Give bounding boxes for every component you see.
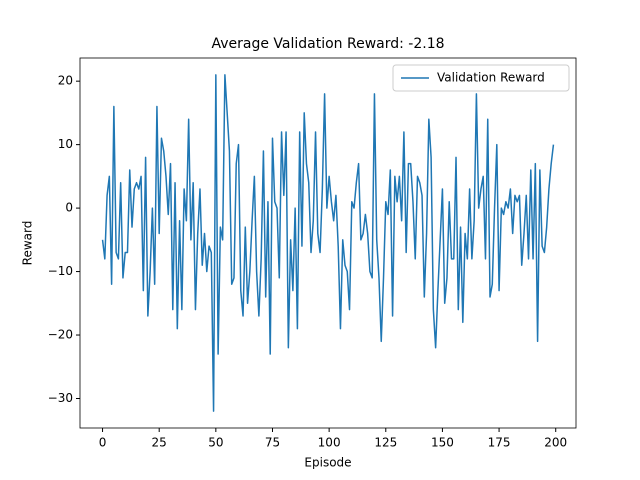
x-axis-label: Episode [304,456,351,470]
line-series [101,74,555,412]
x-tick-label: 0 [99,436,107,450]
y-tick-label: 10 [58,137,73,151]
legend-label: Validation Reward [437,71,545,85]
y-tick-label: −20 [48,328,73,342]
y-axis-label: Reward [21,221,35,266]
x-tick-label: 25 [152,436,167,450]
legend-box [392,64,570,92]
y-tick-label: 20 [58,74,73,88]
y-tick-label: −10 [48,264,73,278]
x-tick-label: 150 [431,436,454,450]
x-tick-label: 75 [265,436,280,450]
chart-title: Average Validation Reward: -2.18 [211,36,444,52]
x-tick-label: 200 [544,436,567,450]
y-tick-label: 0 [65,201,73,215]
x-tick-label: 125 [374,436,397,450]
plot-frame [79,57,577,429]
y-tick-label: −30 [48,391,73,405]
x-tick-label: 50 [208,436,223,450]
x-tick-label: 100 [318,436,341,450]
x-tick-label: 175 [488,436,511,450]
